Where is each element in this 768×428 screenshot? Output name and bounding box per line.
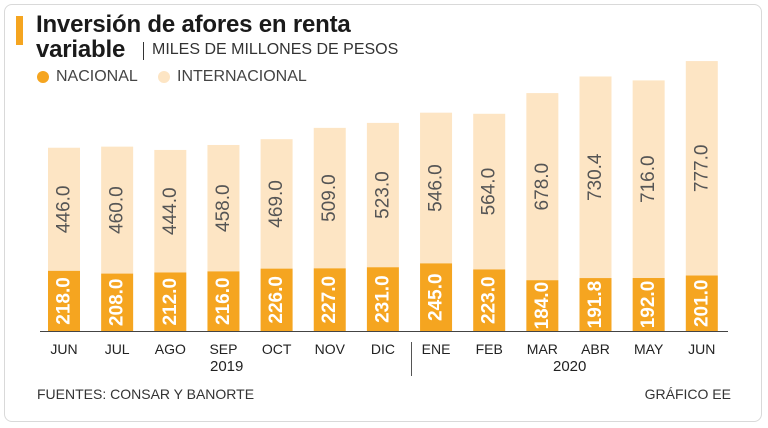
subtitle-separator <box>143 42 144 60</box>
value-label-internacional-5: 509.0 <box>319 174 340 222</box>
value-label-nacional-7: 245.0 <box>426 273 447 321</box>
legend-internacional-label: INTERNACIONAL <box>177 68 307 85</box>
bar-nacional-4 <box>260 268 293 331</box>
x-tick-label-3: SEP <box>209 341 237 357</box>
bar-nacional-0 <box>48 270 80 331</box>
bar-internacional-6 <box>366 122 399 268</box>
bar-internacional-9 <box>526 93 559 281</box>
bar-internacional-2 <box>154 149 187 273</box>
year-label-2020: 2020 <box>553 358 587 375</box>
x-tick-label-1: JUL <box>105 341 130 357</box>
chart-subtitle: MILES DE MILLONES DE PESOS <box>152 41 399 58</box>
x-tick-label-9: MAR <box>527 341 558 357</box>
year-divider <box>411 342 412 376</box>
chart-title-line-1: Inversión de afores en renta <box>36 11 351 38</box>
chart-frame <box>4 4 762 422</box>
legend-nacional-dot <box>37 71 49 83</box>
bar-nacional-9 <box>526 280 559 331</box>
value-label-internacional-2: 444.0 <box>160 187 181 235</box>
value-label-nacional-10: 191.8 <box>585 281 606 329</box>
value-label-nacional-6: 231.0 <box>372 275 393 323</box>
value-label-nacional-12: 201.0 <box>691 279 712 327</box>
x-tick-label-11: MAY <box>634 341 664 357</box>
x-tick-label-12: JUN <box>688 341 715 357</box>
value-label-internacional-8: 564.0 <box>479 168 500 216</box>
bar-nacional-10 <box>579 278 612 331</box>
chart-title-line-2: variable <box>36 36 126 63</box>
bar-internacional-1 <box>101 146 134 274</box>
value-label-internacional-10: 730.4 <box>585 153 606 201</box>
bar-nacional-11 <box>632 278 665 331</box>
bar-internacional-10 <box>579 76 612 279</box>
value-label-internacional-7: 546.0 <box>426 164 447 212</box>
bar-nacional-12 <box>685 275 718 331</box>
bar-internacional-11 <box>632 80 665 279</box>
bar-nacional-5 <box>313 268 346 331</box>
x-tick-label-8: FEB <box>476 341 503 357</box>
bar-nacional-7 <box>420 263 453 331</box>
x-tick-label-10: ABR <box>581 341 610 357</box>
bar-internacional-5 <box>313 127 346 269</box>
x-tick-label-0: JUN <box>50 341 77 357</box>
bar-internacional-4 <box>260 139 293 269</box>
bar-internacional-7 <box>420 112 453 264</box>
year-label-2019: 2019 <box>210 358 244 375</box>
bar-nacional-6 <box>366 267 399 331</box>
legend-nacional-label: NACIONAL <box>56 68 138 85</box>
value-label-nacional-0: 218.0 <box>54 277 75 325</box>
bar-internacional-8 <box>473 113 506 270</box>
bar-nacional-3 <box>207 271 240 331</box>
value-label-nacional-5: 227.0 <box>319 276 340 324</box>
value-label-nacional-4: 226.0 <box>266 276 287 324</box>
value-label-nacional-2: 212.0 <box>160 278 181 326</box>
value-label-internacional-1: 460.0 <box>107 186 128 234</box>
x-tick-label-7: ENE <box>422 341 451 357</box>
bar-internacional-12 <box>685 61 718 276</box>
x-tick-label-5: NOV <box>315 341 346 357</box>
value-label-internacional-6: 523.0 <box>372 171 393 219</box>
value-label-internacional-12: 777.0 <box>691 145 712 193</box>
x-tick-label-6: DIC <box>371 341 395 357</box>
value-label-nacional-11: 192.0 <box>638 281 659 329</box>
bar-nacional-2 <box>154 272 187 331</box>
value-label-internacional-4: 469.0 <box>266 180 287 228</box>
bar-internacional-3 <box>207 144 240 272</box>
value-label-internacional-3: 458.0 <box>213 184 234 232</box>
legend-internacional-dot <box>158 71 170 83</box>
bar-nacional-1 <box>101 273 134 331</box>
value-label-nacional-1: 208.0 <box>107 279 128 327</box>
value-label-internacional-9: 678.0 <box>532 163 553 211</box>
x-tick-label-4: OCT <box>262 341 292 357</box>
x-tick-label-2: AGO <box>155 341 186 357</box>
footer-source: FUENTES: CONSAR Y BANORTE <box>37 386 255 402</box>
value-label-internacional-11: 716.0 <box>638 155 659 203</box>
bar-nacional-8 <box>473 269 506 331</box>
value-label-nacional-8: 223.0 <box>479 276 500 324</box>
footer-credit: GRÁFICO EE <box>644 386 731 402</box>
value-label-nacional-3: 216.0 <box>213 277 234 325</box>
value-label-internacional-0: 446.0 <box>54 186 75 234</box>
title-accent-bar <box>16 16 23 45</box>
bar-internacional-0 <box>48 147 80 271</box>
value-label-nacional-9: 184.0 <box>532 282 553 330</box>
